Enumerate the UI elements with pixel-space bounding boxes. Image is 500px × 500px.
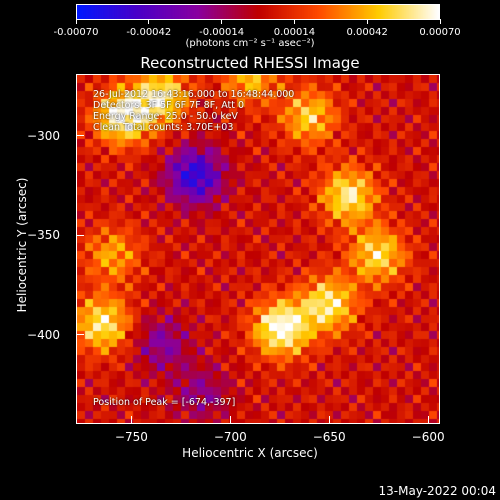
chart-title: Reconstructed RHESSI Image xyxy=(140,54,360,72)
colorbar-tick-mark xyxy=(148,19,150,24)
x-tick-label: −600 xyxy=(411,430,445,444)
y-axis-label: Heliocentric Y (arcsec) xyxy=(15,177,29,313)
colorbar-tick-label: 0.00070 xyxy=(419,27,461,38)
plot-area: 26-Jul-2012 16:43:16.000 to 16:48:44.000… xyxy=(76,74,440,424)
x-axis-label: Heliocentric X (arcsec) xyxy=(182,446,318,460)
x-tick-mark xyxy=(427,416,429,424)
colorbar-tick-label: 0.00014 xyxy=(273,27,316,38)
y-tick-label: −300 xyxy=(27,128,60,143)
colorbar-tick-mark xyxy=(75,19,77,24)
x-tick-label: −650 xyxy=(312,430,346,444)
x-tick-mark xyxy=(130,416,132,424)
annotation-peak: Position of Peak = [-674,-397] xyxy=(93,397,236,408)
colorbar-gradient xyxy=(77,5,439,19)
annotation-clean: Clean Total counts: 3.70E+03 xyxy=(93,122,234,133)
colorbar-tick-mark xyxy=(366,19,368,24)
y-tick-label: −400 xyxy=(27,327,60,342)
heatmap-image xyxy=(77,75,439,423)
y-tick-label: −350 xyxy=(27,228,60,243)
annotation-energy: Energy Range: 25.0 - 50.0 keV xyxy=(93,111,238,122)
colorbar-unit: (photons cm⁻² s⁻¹ asec⁻²) xyxy=(185,38,315,49)
annotation-time: 26-Jul-2012 16:43:16.000 to 16:48:44.000 xyxy=(93,89,295,100)
datestamp: 13-May-2022 00:04 xyxy=(378,484,496,498)
x-tick-label: −750 xyxy=(114,430,148,444)
x-tick-label: −700 xyxy=(213,430,247,444)
colorbar-tick-mark xyxy=(221,19,223,24)
colorbar-tick-label: 0.00042 xyxy=(346,27,388,38)
y-tick-mark xyxy=(76,334,84,335)
colorbar-tick-mark xyxy=(293,19,295,24)
annotation-detectors: Detectors: 3F 5F 6F 7F 8F, Att 0 xyxy=(93,100,245,111)
colorbar-tick-mark xyxy=(439,19,441,24)
x-tick-mark xyxy=(229,416,231,424)
y-tick-mark xyxy=(76,234,84,236)
colorbar-tick-label: -0.00042 xyxy=(126,27,172,38)
colorbar-tick-label: -0.00014 xyxy=(199,27,245,38)
colorbar-tick-label: -0.00070 xyxy=(53,27,99,38)
colorbar xyxy=(76,4,440,20)
y-tick-mark xyxy=(76,135,84,137)
x-tick-mark xyxy=(328,416,330,424)
